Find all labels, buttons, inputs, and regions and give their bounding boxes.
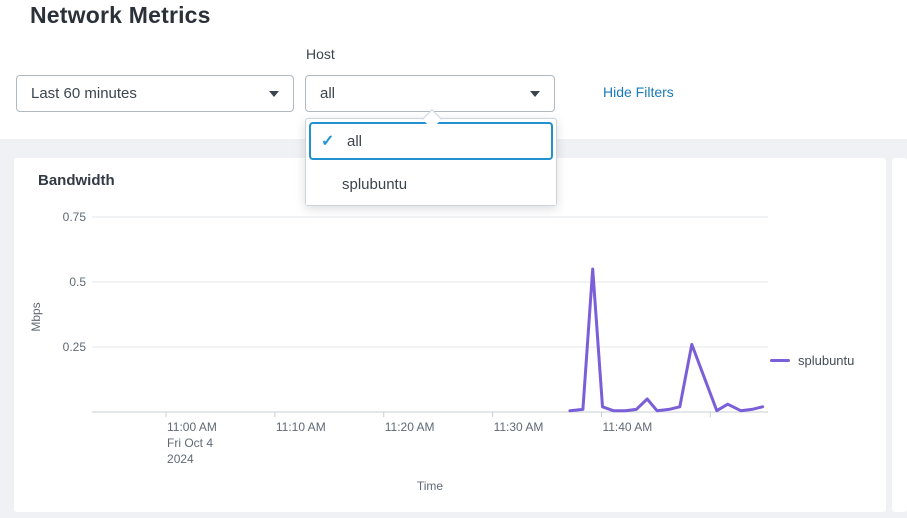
series-line-splubuntu xyxy=(568,267,765,413)
host-select-value: all xyxy=(320,85,336,102)
x-tick-label: 11:40 AM xyxy=(602,420,652,434)
checkmark-icon: ✓ xyxy=(321,133,335,150)
dropdown-option-label: all xyxy=(347,132,363,150)
adjacent-panel-edge xyxy=(892,158,907,512)
legend-item-splubuntu[interactable]: splubuntu xyxy=(770,353,854,368)
y-tick-label: 0.75 xyxy=(63,210,87,224)
y-tick-label: 0.25 xyxy=(63,340,87,354)
page-title: Network Metrics xyxy=(30,2,211,28)
x-tick-label: 11:10 AM xyxy=(276,420,326,434)
host-dropdown-menu: ✓ all splubuntu xyxy=(305,118,557,206)
host-label: Host xyxy=(306,46,335,62)
x-tick-sublabel: Fri Oct 4 xyxy=(167,436,213,450)
chart-title: Bandwidth xyxy=(38,172,115,189)
dropdown-option-splubuntu[interactable]: splubuntu xyxy=(306,163,556,205)
x-axis-title: Time xyxy=(417,479,444,493)
time-range-picker[interactable]: Last 60 minutes xyxy=(16,75,294,112)
legend-swatch-icon xyxy=(770,359,790,362)
bandwidth-panel: Bandwidth 0.25 0.5 0.75 11:00 AM Fri Oct 4 20… xyxy=(14,158,886,512)
legend-label: splubuntu xyxy=(798,353,855,368)
hide-filters-link[interactable]: Hide Filters xyxy=(603,84,674,100)
host-select[interactable]: all xyxy=(305,75,555,112)
x-tick-sublabel: 2024 xyxy=(167,452,194,466)
bandwidth-chart: 0.25 0.5 0.75 11:00 AM Fri Oct 4 2024 11:10 AM… xyxy=(29,210,768,493)
x-tick-label: 11:20 AM xyxy=(385,420,435,434)
chevron-down-icon xyxy=(530,90,540,97)
chevron-down-icon xyxy=(269,90,279,97)
time-range-value: Last 60 minutes xyxy=(31,85,137,102)
x-tick-label: 11:30 AM xyxy=(494,420,544,434)
y-axis-title: Mbps xyxy=(29,302,43,331)
dropdown-option-label: splubuntu xyxy=(342,175,408,193)
y-tick-label: 0.5 xyxy=(69,275,86,289)
x-tick-label: 11:00 AM xyxy=(167,420,217,434)
